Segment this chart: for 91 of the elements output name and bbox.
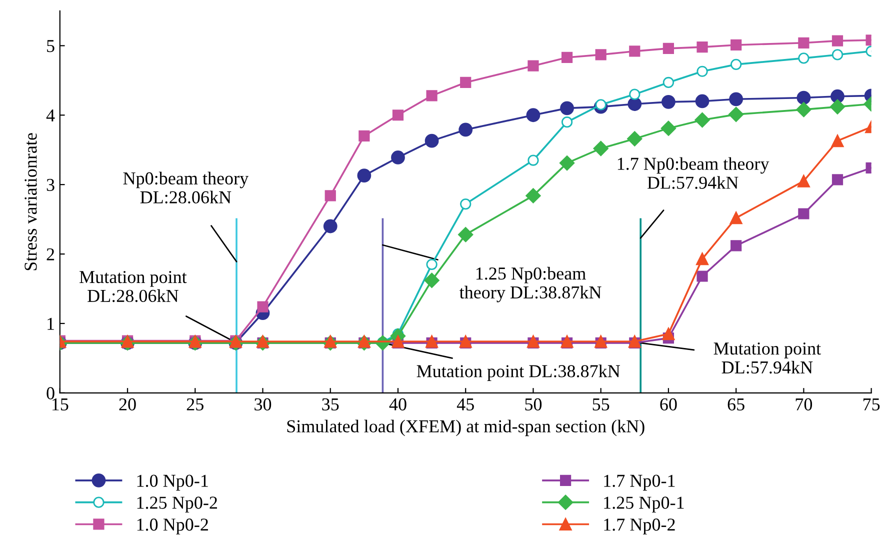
point — [798, 208, 810, 220]
y-tick-label: 2 — [46, 248, 54, 260]
x-tick-label: 60 — [660, 398, 677, 410]
point — [830, 99, 846, 114]
point — [458, 122, 473, 137]
point — [662, 76, 674, 88]
point — [730, 240, 742, 252]
point — [695, 94, 710, 108]
point — [662, 94, 676, 109]
point — [696, 252, 709, 266]
point — [559, 155, 575, 171]
y-tick-label: 5 — [47, 40, 54, 52]
y-tick-label: 4 — [46, 110, 55, 122]
x-tick-label: 65 — [728, 398, 744, 410]
point — [561, 52, 573, 64]
point — [323, 219, 338, 234]
point — [696, 270, 708, 282]
point — [728, 106, 744, 122]
point — [460, 76, 472, 88]
annotation: Mutation point DL:57.94kN — [714, 342, 821, 374]
point — [796, 90, 811, 105]
point — [460, 198, 472, 210]
point — [627, 131, 642, 146]
x-tick-label: 70 — [796, 398, 812, 410]
point — [798, 37, 810, 48]
point — [696, 66, 708, 77]
legend-label: 1.25 Np0-1 — [604, 496, 684, 512]
point — [526, 108, 540, 122]
point — [593, 140, 608, 156]
point — [528, 60, 539, 72]
point — [561, 116, 573, 128]
point — [629, 88, 640, 100]
legend-label: 1.7 Np0-2 — [604, 518, 675, 534]
x-tick-label: 15 — [52, 398, 68, 410]
point — [797, 174, 810, 188]
point — [528, 154, 539, 166]
point — [662, 42, 674, 54]
annotation: Mutation point DL:28.06kN — [80, 270, 187, 302]
point — [832, 35, 844, 46]
x-tick-label: 25 — [186, 398, 204, 410]
point — [391, 150, 405, 164]
ref-line-label: 1.7 Np0:beam theory DL:57.94kN — [618, 157, 770, 189]
x-axis-title: Simulated load (XFEM) at mid-span section (kN) — [287, 420, 644, 436]
y-axis-title: Stress variationrate — [24, 133, 37, 270]
point — [662, 328, 675, 340]
legend-label: 1.0 Np0-2 — [137, 518, 208, 534]
point — [831, 134, 844, 148]
x-tick-label: 75 — [863, 398, 880, 410]
point — [357, 168, 372, 182]
point — [729, 92, 744, 106]
point — [526, 188, 541, 204]
point — [595, 49, 606, 60]
y-tick-label: 3 — [46, 178, 54, 192]
legend-label: 1.25 Np0-2 — [137, 496, 217, 512]
point — [629, 46, 640, 57]
x-tick-label: 50 — [525, 398, 542, 410]
point — [426, 258, 438, 270]
point — [595, 99, 606, 110]
point — [832, 49, 844, 60]
point — [694, 112, 710, 128]
point — [660, 120, 676, 136]
point — [730, 58, 742, 70]
x-tick-label: 40 — [389, 398, 406, 410]
ref-line-label: 1.25 Np0:beam theory DL:38.87kN — [459, 266, 602, 302]
point — [628, 97, 642, 111]
point — [696, 42, 708, 53]
x-tick-label: 45 — [456, 398, 474, 410]
x-tick-label: 30 — [254, 398, 272, 410]
point — [424, 272, 440, 288]
point — [424, 134, 439, 148]
point — [798, 52, 810, 64]
point — [730, 212, 742, 224]
point — [426, 90, 438, 102]
point — [257, 301, 268, 312]
y-tick-label: 1 — [48, 318, 54, 330]
point — [560, 101, 574, 116]
point — [392, 110, 404, 121]
point — [358, 130, 370, 142]
annotation: Mutation point DL:38.87kN — [416, 364, 620, 381]
ref-line-label: Np0:beam theory DL:28.06kN — [123, 172, 249, 204]
point — [458, 227, 474, 242]
point — [832, 174, 844, 186]
point — [324, 190, 336, 202]
x-tick-label: 35 — [322, 398, 339, 410]
point — [796, 102, 812, 118]
x-tick-label: 55 — [592, 398, 610, 410]
legend-label: 1.0 Np0-1 — [137, 474, 208, 491]
y-tick-label: 0 — [46, 387, 54, 400]
legend-label: 1.7 Np0-1 — [604, 474, 675, 491]
point — [730, 39, 742, 51]
x-tick-label: 20 — [119, 398, 136, 410]
